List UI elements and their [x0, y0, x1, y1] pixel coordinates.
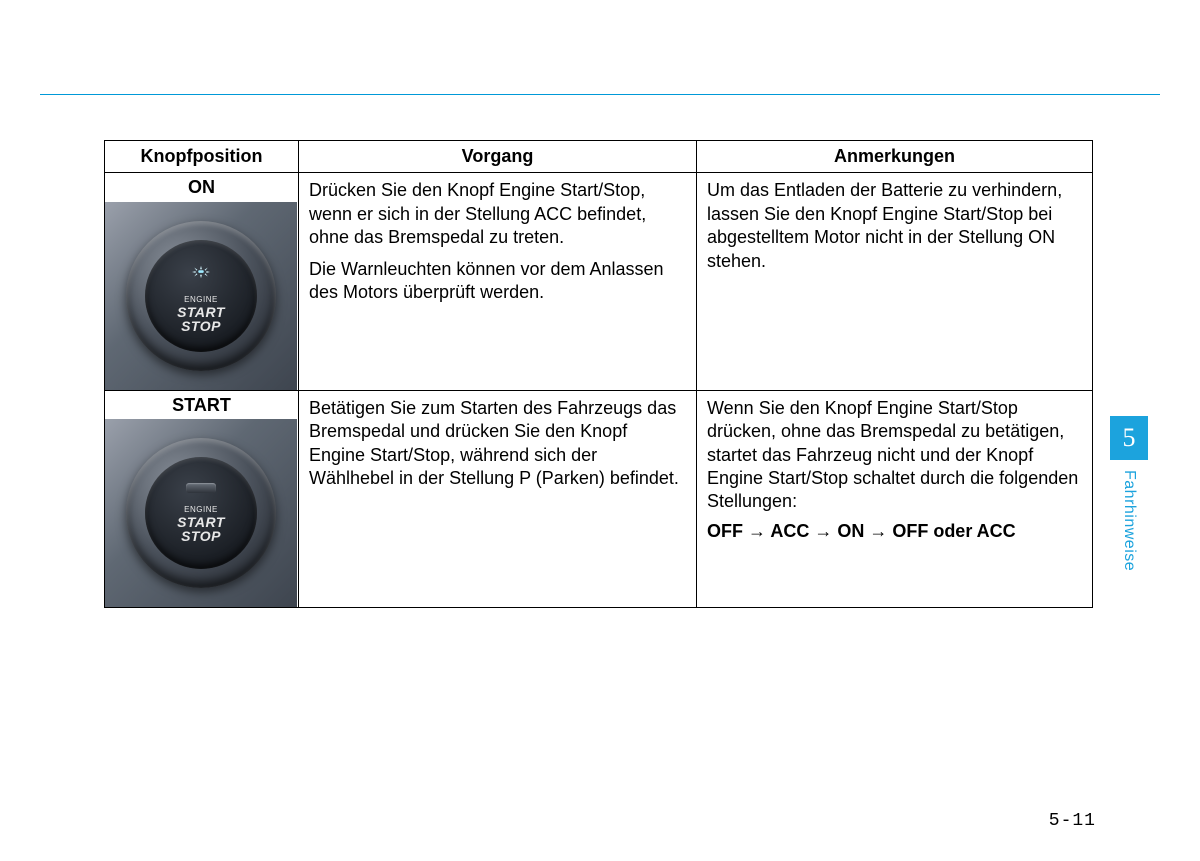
top-divider — [40, 94, 1160, 95]
side-tab: 5 Fahrhinweise — [1110, 416, 1148, 571]
vorgang-paragraph: Die Warnleuchten können vor dem Anlassen… — [309, 258, 686, 305]
anmerkungen-cell: Um das Entladen der Batterie zu verhinde… — [697, 173, 1093, 390]
button-text-start: START — [177, 305, 225, 319]
knopfposition-cell-on: ON — [105, 173, 299, 390]
vorgang-paragraph: Drücken Sie den Knopf Engine Start/Stop,… — [309, 179, 686, 249]
anmerkungen-paragraph: Um das Entladen der Batterie zu verhinde… — [707, 179, 1082, 273]
header-knopfposition: Knopfposition — [105, 141, 299, 173]
table-row: START ENGINE START STOP Betätigen Sie zu… — [105, 390, 1093, 607]
engine-button-image-start: ENGINE START STOP — [105, 419, 297, 607]
button-text-start: START — [177, 515, 225, 529]
vorgang-paragraph: Betätigen Sie zum Starten des Fahrzeugs … — [309, 397, 686, 491]
chapter-number: 5 — [1110, 416, 1148, 460]
position-label: START — [105, 391, 298, 419]
indicator-glow-icon — [192, 259, 210, 285]
table-row: ON — [105, 173, 1093, 390]
page-number: 5-11 — [1049, 811, 1096, 831]
chapter-title: Fahrhinweise — [1120, 470, 1138, 571]
knopfposition-cell-start: START ENGINE START STOP — [105, 390, 299, 607]
vorgang-cell: Drücken Sie den Knopf Engine Start/Stop,… — [299, 173, 697, 390]
button-face: ENGINE START STOP — [145, 240, 257, 352]
header-vorgang: Vorgang — [299, 141, 697, 173]
button-text-stop: STOP — [181, 529, 221, 543]
button-text-stop: STOP — [181, 319, 221, 333]
content-area: Knopfposition Vorgang Anmerkungen ON — [104, 140, 1092, 608]
anmerkungen-cell: Wenn Sie den Knopf Engine Start/Stop drü… — [697, 390, 1093, 607]
header-anmerkungen: Anmerkungen — [697, 141, 1093, 173]
engine-button-image-on: ENGINE START STOP — [105, 202, 297, 390]
vorgang-cell: Betätigen Sie zum Starten des Fahrzeugs … — [299, 390, 697, 607]
knopfposition-table: Knopfposition Vorgang Anmerkungen ON — [104, 140, 1093, 608]
button-face: ENGINE START STOP — [145, 457, 257, 569]
anmerkungen-paragraph: Wenn Sie den Knopf Engine Start/Stop drü… — [707, 397, 1082, 514]
position-label: ON — [105, 173, 298, 201]
indicator-off-icon — [186, 483, 216, 493]
anmerkungen-sequence: OFF → ACC → ON → OFF oder ACC — [707, 520, 1082, 543]
table-header-row: Knopfposition Vorgang Anmerkungen — [105, 141, 1093, 173]
